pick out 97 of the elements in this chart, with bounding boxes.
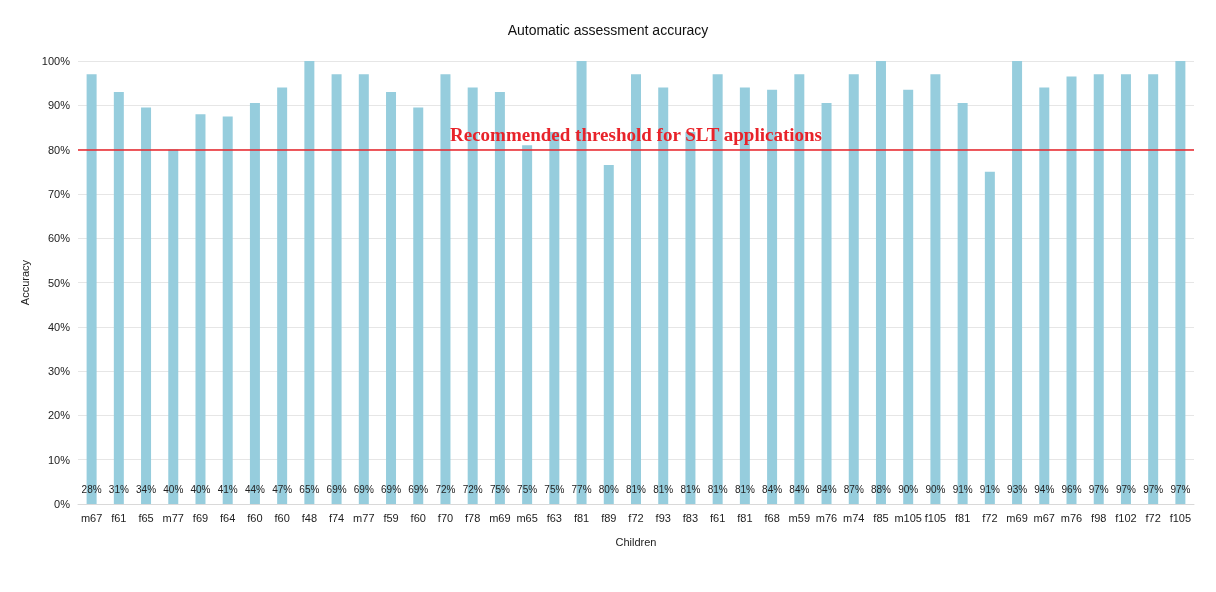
y-tick-label: 40%: [47, 320, 71, 333]
annotation: 28%: [81, 483, 102, 495]
x-tick-label: m105: [894, 511, 922, 524]
annotation: 69%: [381, 483, 402, 495]
annotation: 84%: [816, 483, 837, 495]
x-tick-label: f105: [1169, 511, 1192, 524]
annotation: 97%: [1088, 483, 1109, 495]
x-tick-label: f81: [573, 511, 590, 524]
annotation: 97%: [1115, 483, 1137, 495]
ref-line-label: Recommended threshold for SLT applications: [450, 123, 822, 145]
x-tick-label: m67: [1033, 511, 1055, 524]
annotation: 81%: [680, 483, 701, 495]
chart-title: Automatic assessment accuracy: [507, 22, 709, 38]
annotation: 69%: [353, 483, 374, 495]
y-tick-label: 100%: [41, 55, 71, 67]
x-tick-label: f61: [710, 511, 726, 524]
x-tick-label: f68: [764, 511, 780, 524]
y-tick-label: 20%: [47, 409, 71, 422]
annotation: 40%: [163, 483, 184, 495]
y-tick-label: 80%: [47, 143, 71, 156]
x-tick-label: f98: [1091, 511, 1107, 524]
x-tick-label: m76: [1060, 511, 1083, 524]
annotation: 96%: [1061, 483, 1082, 495]
annotation: 87%: [843, 483, 864, 495]
annotation: 84%: [789, 483, 810, 495]
annotation: 69%: [326, 483, 347, 495]
annotation: 80%: [598, 483, 619, 495]
y-tick-label: 90%: [47, 99, 71, 112]
annotation: 91%: [952, 483, 973, 495]
x-tick-label: f72: [982, 511, 998, 524]
x-tick-label: f60: [410, 511, 426, 524]
y-tick-label: 70%: [47, 187, 71, 200]
y-tick-label: 30%: [47, 365, 71, 378]
annotation: 41%: [217, 483, 238, 495]
annotation: 84%: [762, 483, 783, 495]
y-tick-label: 60%: [47, 232, 71, 245]
annotation: 81%: [707, 483, 728, 495]
annotation: 88%: [870, 483, 892, 495]
x-tick-label: f93: [655, 511, 671, 524]
annotation: 90%: [925, 483, 946, 495]
x-tick-label: m69: [489, 511, 511, 524]
x-tick-label: f61: [111, 511, 127, 524]
annotation: 72%: [462, 483, 483, 495]
y-tick-label: 50%: [47, 276, 71, 289]
x-tick-label: f64: [220, 511, 236, 524]
annotation: 94%: [1034, 483, 1055, 495]
x-tick-label: f78: [465, 511, 481, 524]
x-tick-label: f74: [328, 511, 345, 524]
annotation: 69%: [408, 483, 429, 495]
annotation: 65%: [299, 483, 320, 495]
x-tick-label: m69: [1006, 511, 1028, 524]
annotation: 40%: [190, 483, 211, 495]
annotation: 34%: [136, 483, 157, 495]
x-tick-label: f59: [383, 511, 399, 524]
annotation: 90%: [898, 483, 919, 495]
x-tick-label: f69: [192, 511, 209, 524]
annotation: 44%: [244, 483, 266, 495]
y-tick-label: 10%: [47, 453, 71, 466]
x-tick-label: f85: [873, 511, 889, 524]
annotation: 81%: [734, 483, 755, 495]
annotation: 81%: [653, 483, 674, 495]
x-tick-label: m76: [815, 511, 838, 524]
annotation: 97%: [1143, 483, 1164, 495]
x-tick-label: f60: [274, 511, 290, 524]
y-tick-label: 0%: [54, 498, 71, 510]
annotation: 75%: [544, 483, 565, 495]
annotation: 93%: [1007, 483, 1028, 495]
x-axis-title: Children: [615, 535, 657, 548]
annotation: 31%: [108, 483, 129, 495]
x-tick-label: f89: [601, 511, 617, 524]
x-tick-label: f72: [1145, 511, 1161, 524]
annotation: 91%: [979, 483, 1000, 495]
x-tick-label: f81: [954, 511, 971, 524]
x-tick-label: m65: [516, 511, 538, 524]
x-tick-label: f65: [138, 511, 154, 524]
x-tick-label: f83: [682, 511, 699, 524]
x-tick-label: f81: [737, 511, 753, 524]
annotation: 72%: [435, 483, 456, 495]
x-tick-label: m77: [162, 511, 184, 524]
annotation: 77%: [571, 483, 592, 495]
annotation: 75%: [517, 483, 538, 495]
annotation: 47%: [272, 483, 293, 495]
x-tick-label: m74: [843, 511, 865, 524]
y-axis-title: Accuracy: [19, 259, 32, 306]
x-tick-label: f102: [1115, 511, 1137, 524]
annotation: 97%: [1170, 483, 1191, 495]
x-tick-label: f63: [546, 511, 562, 524]
x-tick-label: m67: [80, 511, 103, 524]
x-tick-label: f60: [247, 511, 263, 524]
x-tick-label: f48: [301, 511, 318, 524]
x-tick-label: f72: [628, 511, 644, 524]
x-tick-label: m59: [788, 511, 811, 524]
x-tick-label: f70: [437, 511, 454, 524]
x-tick-label: m77: [353, 511, 375, 524]
annotation: 75%: [489, 483, 511, 495]
x-tick-label: f105: [924, 511, 947, 524]
annotation: 81%: [625, 483, 647, 495]
